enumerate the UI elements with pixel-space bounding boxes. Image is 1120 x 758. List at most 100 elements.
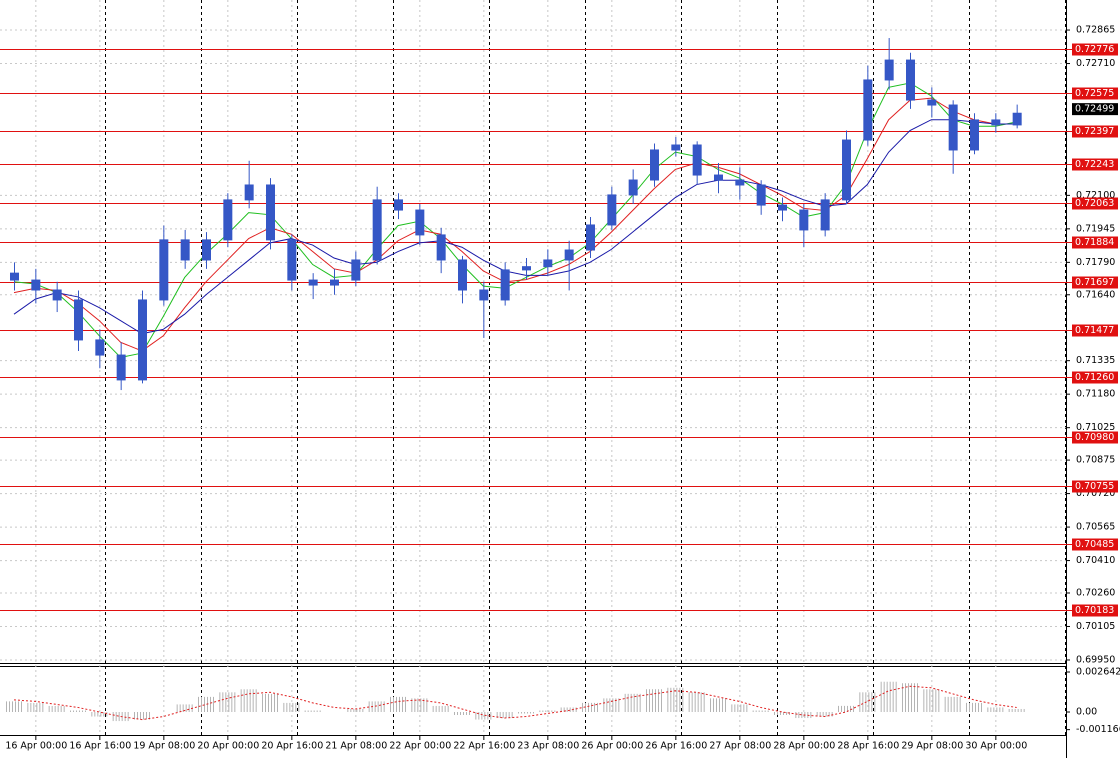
y-tick-label: 0.72710 <box>1076 58 1115 69</box>
candle-body <box>778 204 787 211</box>
signal-line <box>13 685 1017 721</box>
level-label-box <box>1072 125 1118 138</box>
candle-body <box>138 299 147 381</box>
y-tick-label: 0.70875 <box>1076 455 1115 466</box>
level-label: 0.71884 <box>1075 237 1114 248</box>
level-label: 0.71477 <box>1075 325 1114 336</box>
candle-body <box>436 234 446 261</box>
level-label-box <box>1072 43 1118 56</box>
candle-body <box>394 199 403 211</box>
y-tick-label: 0.72865 <box>1076 25 1115 36</box>
level-label-box <box>1072 158 1118 171</box>
y-tick-label: 0.70105 <box>1076 621 1115 632</box>
y-tick-label: 0.72100 <box>1076 190 1115 201</box>
y-tick-label: 0.70410 <box>1076 555 1115 566</box>
candle-body <box>458 259 467 291</box>
candle-body <box>970 119 979 151</box>
candle-body <box>415 209 425 236</box>
current-price-label: 0.72499 <box>1075 104 1114 115</box>
candle-body <box>500 269 510 301</box>
level-label-box <box>1072 87 1118 100</box>
x-tick-label: 20 Apr 16:00 <box>261 741 323 752</box>
y-tick-label: 0.70720 <box>1076 488 1115 499</box>
candle-body <box>266 184 275 241</box>
candle-body <box>159 239 169 301</box>
level-label: 0.72063 <box>1075 198 1114 209</box>
level-label-box <box>1072 197 1118 210</box>
moving-average <box>13 119 1017 335</box>
level-label: 0.70755 <box>1075 481 1114 492</box>
y-tick-label: 0.00 <box>1076 706 1097 717</box>
level-label: 0.71260 <box>1075 372 1114 383</box>
x-tick-label: 27 Apr 08:00 <box>709 741 771 752</box>
candle-body <box>330 279 339 286</box>
candle-body <box>820 199 830 231</box>
level-label: 0.71697 <box>1075 277 1114 288</box>
y-tick-label: 0.69950 <box>1076 654 1115 665</box>
x-tick-label: 20 Apr 00:00 <box>197 741 259 752</box>
level-label: 0.72575 <box>1075 88 1114 99</box>
level-label: 0.70980 <box>1075 432 1114 443</box>
y-tick-label: 0.71180 <box>1076 389 1115 400</box>
x-tick-label: 26 Apr 16:00 <box>645 741 707 752</box>
candle-body <box>52 289 62 301</box>
y-tick-label: 0.71335 <box>1076 355 1115 366</box>
level-label-box <box>1072 604 1118 617</box>
y-tick-label: 0.70565 <box>1076 522 1115 533</box>
candle-body <box>714 174 723 181</box>
candle-body <box>74 299 83 341</box>
candle-body <box>650 149 659 181</box>
candle-body <box>543 259 553 268</box>
y-tick-label: 0.71640 <box>1076 289 1115 300</box>
y-tick-label: 0.002642 <box>1076 666 1120 677</box>
candle-body <box>244 184 254 201</box>
y-tick-label: 0.71790 <box>1076 257 1115 268</box>
level-label: 0.72397 <box>1075 126 1114 137</box>
level-label: 0.72243 <box>1075 159 1114 170</box>
candle-body <box>522 266 531 271</box>
candle-body <box>351 259 361 281</box>
x-tick-label: 23 Apr 08:00 <box>517 741 579 752</box>
candle-body <box>842 139 851 201</box>
candle-body <box>1012 112 1022 126</box>
level-label-box <box>1072 538 1118 551</box>
candle-body <box>884 59 894 81</box>
candle-body <box>628 179 638 196</box>
level-label-box <box>1072 480 1118 493</box>
candle-body <box>202 239 211 261</box>
x-tick-label: 16 Apr 16:00 <box>69 741 131 752</box>
x-tick-label: 21 Apr 08:00 <box>325 741 387 752</box>
candle-body <box>586 224 595 251</box>
candle-body <box>948 104 958 151</box>
level-label-box <box>1072 276 1118 289</box>
candle-body <box>991 119 1001 126</box>
candle-body <box>180 239 190 261</box>
x-tick-label: 29 Apr 08:00 <box>901 741 963 752</box>
candle-body <box>95 339 105 356</box>
y-tick-label: -0.001166 <box>1076 724 1120 735</box>
x-tick-label: 26 Apr 00:00 <box>581 741 643 752</box>
candle-body <box>372 199 382 261</box>
candle-body <box>799 209 809 231</box>
candle-body <box>927 99 937 106</box>
y-tick-label: 0.71945 <box>1076 223 1115 234</box>
y-tick-label: 0.70260 <box>1076 587 1115 598</box>
candle-body <box>479 289 489 301</box>
candle-body <box>31 279 41 291</box>
x-tick-label: 30 Apr 00:00 <box>965 741 1027 752</box>
level-label-box <box>1072 431 1118 444</box>
level-label: 0.70485 <box>1075 539 1114 550</box>
candle-body <box>10 272 19 281</box>
candle-body <box>607 194 617 226</box>
level-label: 0.70183 <box>1075 605 1114 616</box>
level-label: 0.72776 <box>1075 44 1114 55</box>
candle-body <box>692 144 702 176</box>
y-tick-label: 0.71025 <box>1076 422 1115 433</box>
candle-body <box>735 179 745 186</box>
x-tick-label: 22 Apr 00:00 <box>389 741 451 752</box>
candle-body <box>671 144 681 151</box>
level-label-box <box>1072 324 1118 337</box>
x-tick-label: 19 Apr 08:00 <box>133 741 195 752</box>
